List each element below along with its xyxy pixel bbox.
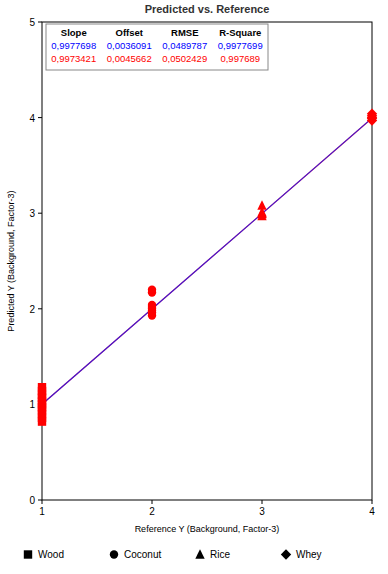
y-tick bbox=[38, 22, 42, 23]
stats-value: 0,9977698 bbox=[51, 40, 96, 51]
point bbox=[257, 200, 266, 209]
legend-label: Wood bbox=[38, 549, 64, 560]
point bbox=[148, 285, 156, 293]
legend-marker bbox=[110, 550, 118, 558]
y-tick bbox=[38, 213, 42, 214]
y-tick-label: 4 bbox=[29, 113, 35, 124]
stats-value: 0,0502429 bbox=[162, 53, 207, 64]
x-tick-label: 1 bbox=[39, 506, 45, 517]
stats-value: 0,997689 bbox=[220, 53, 260, 64]
x-tick bbox=[372, 500, 373, 504]
legend-marker bbox=[281, 549, 291, 559]
x-tick-label: 3 bbox=[259, 506, 265, 517]
y-tick-label: 5 bbox=[29, 17, 35, 28]
stats-header: RMSE bbox=[171, 27, 198, 38]
stats-value: 0,0036091 bbox=[107, 40, 152, 51]
stats-box bbox=[46, 24, 268, 70]
legend-marker bbox=[24, 550, 32, 558]
x-tick bbox=[152, 500, 153, 504]
stats-header: Slope bbox=[61, 27, 87, 38]
y-tick bbox=[38, 308, 42, 309]
chart: Predicted vs. Reference1234012345Referen… bbox=[0, 0, 388, 574]
x-axis-label: Reference Y (Background, Factor-3) bbox=[135, 524, 280, 534]
point bbox=[38, 383, 46, 391]
stats-value: 0,0489787 bbox=[162, 40, 207, 51]
y-tick-label: 2 bbox=[29, 304, 35, 315]
stats-value: 0,9977699 bbox=[218, 40, 263, 51]
plot-frame bbox=[42, 22, 372, 500]
legend-label: Whey bbox=[296, 549, 322, 560]
y-axis-label: Predicted Y (Background, Factor-3) bbox=[6, 190, 16, 331]
title: Predicted vs. Reference bbox=[145, 3, 270, 15]
stats-header: Offset bbox=[116, 27, 144, 38]
x-tick bbox=[262, 500, 263, 504]
regression-line bbox=[42, 118, 372, 404]
x-tick-label: 4 bbox=[369, 506, 375, 517]
legend-label: Coconut bbox=[124, 549, 161, 560]
point bbox=[148, 301, 156, 309]
regression-line bbox=[42, 118, 372, 404]
y-tick bbox=[38, 500, 42, 501]
stats-value: 0,0045662 bbox=[107, 53, 152, 64]
plot-area bbox=[38, 109, 377, 426]
x-tick bbox=[42, 500, 43, 504]
y-tick bbox=[38, 117, 42, 118]
legend-label: Rice bbox=[210, 549, 230, 560]
legend-marker bbox=[195, 549, 204, 558]
y-tick-label: 0 bbox=[29, 495, 35, 506]
stats-header: R-Square bbox=[219, 27, 261, 38]
point bbox=[367, 109, 377, 119]
y-tick-label: 3 bbox=[29, 208, 35, 219]
stats-value: 0,9973421 bbox=[51, 53, 96, 64]
x-tick-label: 2 bbox=[149, 506, 155, 517]
y-tick-label: 1 bbox=[29, 399, 35, 410]
